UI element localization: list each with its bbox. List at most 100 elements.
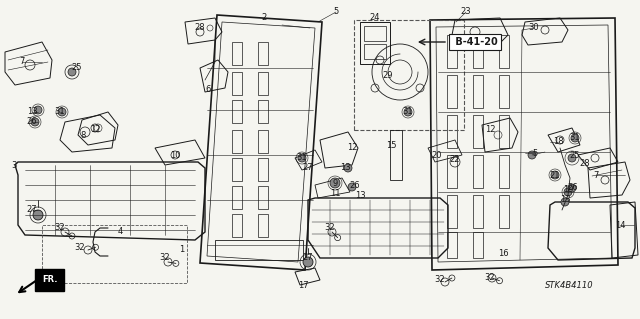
Bar	[473, 115, 483, 148]
Bar	[232, 42, 242, 65]
Bar	[354, 20, 464, 130]
Text: FR.: FR.	[42, 276, 58, 285]
Text: 8: 8	[80, 131, 86, 140]
Bar	[447, 155, 457, 188]
Circle shape	[568, 184, 576, 192]
Text: 17: 17	[298, 280, 308, 290]
Text: 5: 5	[532, 149, 538, 158]
Text: 31: 31	[54, 108, 65, 116]
Text: 13: 13	[340, 164, 350, 173]
Text: 4: 4	[117, 227, 123, 236]
Text: 2: 2	[261, 13, 267, 23]
Bar	[473, 195, 483, 228]
Text: 13: 13	[27, 108, 37, 116]
Text: 27: 27	[27, 205, 37, 214]
Text: 30: 30	[529, 24, 540, 33]
Circle shape	[528, 151, 536, 159]
Text: 31: 31	[570, 133, 580, 143]
Bar	[473, 155, 483, 188]
Text: 25: 25	[72, 63, 83, 72]
Bar	[473, 232, 483, 258]
Text: 31: 31	[297, 153, 307, 162]
Text: 16: 16	[498, 249, 508, 258]
Circle shape	[344, 164, 352, 172]
Bar	[232, 130, 242, 153]
Text: STK4B4110: STK4B4110	[545, 280, 594, 290]
Text: 12: 12	[90, 125, 100, 135]
Text: 18: 18	[553, 137, 563, 146]
Bar	[258, 186, 268, 209]
Text: 19: 19	[563, 186, 573, 195]
Circle shape	[404, 108, 412, 116]
Text: 13: 13	[560, 196, 570, 204]
Bar	[232, 158, 242, 181]
Text: 26: 26	[568, 183, 579, 192]
Text: 32: 32	[54, 224, 65, 233]
Circle shape	[564, 188, 572, 196]
Bar	[232, 186, 242, 209]
Text: 14: 14	[615, 220, 625, 229]
Circle shape	[34, 106, 42, 114]
Text: 10: 10	[170, 151, 180, 160]
Text: 20: 20	[432, 151, 442, 160]
Bar	[215, 240, 303, 260]
Circle shape	[298, 154, 306, 162]
Bar	[499, 115, 509, 148]
Bar	[42, 225, 187, 283]
Circle shape	[568, 154, 576, 162]
Circle shape	[303, 257, 313, 267]
Text: 6: 6	[205, 85, 211, 94]
Text: 27: 27	[303, 164, 314, 173]
Text: 7: 7	[593, 170, 598, 180]
Bar	[390, 130, 402, 180]
Circle shape	[330, 178, 340, 188]
Text: 22: 22	[450, 155, 460, 165]
Bar	[447, 75, 457, 108]
Circle shape	[348, 183, 356, 191]
Bar	[258, 100, 268, 123]
Bar	[499, 195, 509, 228]
Text: 32: 32	[435, 276, 445, 285]
Text: 32: 32	[484, 273, 495, 283]
Bar	[232, 100, 242, 123]
Text: 21: 21	[550, 170, 560, 180]
Text: 32: 32	[160, 254, 170, 263]
Text: B-41-20: B-41-20	[452, 37, 498, 47]
Circle shape	[58, 108, 66, 116]
Bar	[258, 214, 268, 237]
Text: 23: 23	[461, 8, 471, 17]
Text: 25: 25	[570, 151, 580, 160]
Bar	[232, 214, 242, 237]
Circle shape	[551, 171, 559, 179]
Text: 31: 31	[403, 108, 413, 116]
Circle shape	[571, 134, 579, 142]
Text: 11: 11	[330, 189, 340, 197]
Text: 5: 5	[333, 8, 339, 17]
Text: 13: 13	[355, 190, 365, 199]
Text: 26: 26	[349, 181, 360, 189]
Bar	[499, 75, 509, 108]
Bar	[364, 44, 386, 59]
Text: 15: 15	[386, 140, 396, 150]
Bar	[473, 75, 483, 108]
Circle shape	[31, 118, 39, 126]
Text: 9: 9	[332, 179, 338, 188]
Bar	[232, 72, 242, 95]
Bar	[258, 130, 268, 153]
Bar	[258, 72, 268, 95]
Circle shape	[33, 210, 43, 220]
Bar	[364, 26, 386, 41]
Text: 12: 12	[484, 125, 495, 135]
Bar	[447, 232, 457, 258]
Bar	[447, 195, 457, 228]
Text: 28: 28	[580, 159, 590, 167]
Text: 12: 12	[347, 144, 357, 152]
Text: 32: 32	[75, 243, 85, 253]
Bar	[447, 35, 457, 68]
Text: 7: 7	[19, 57, 25, 66]
Bar	[473, 35, 483, 68]
Bar	[360, 22, 390, 64]
Text: 3: 3	[12, 160, 17, 169]
Text: 29: 29	[383, 70, 393, 79]
Text: 26: 26	[27, 117, 37, 127]
